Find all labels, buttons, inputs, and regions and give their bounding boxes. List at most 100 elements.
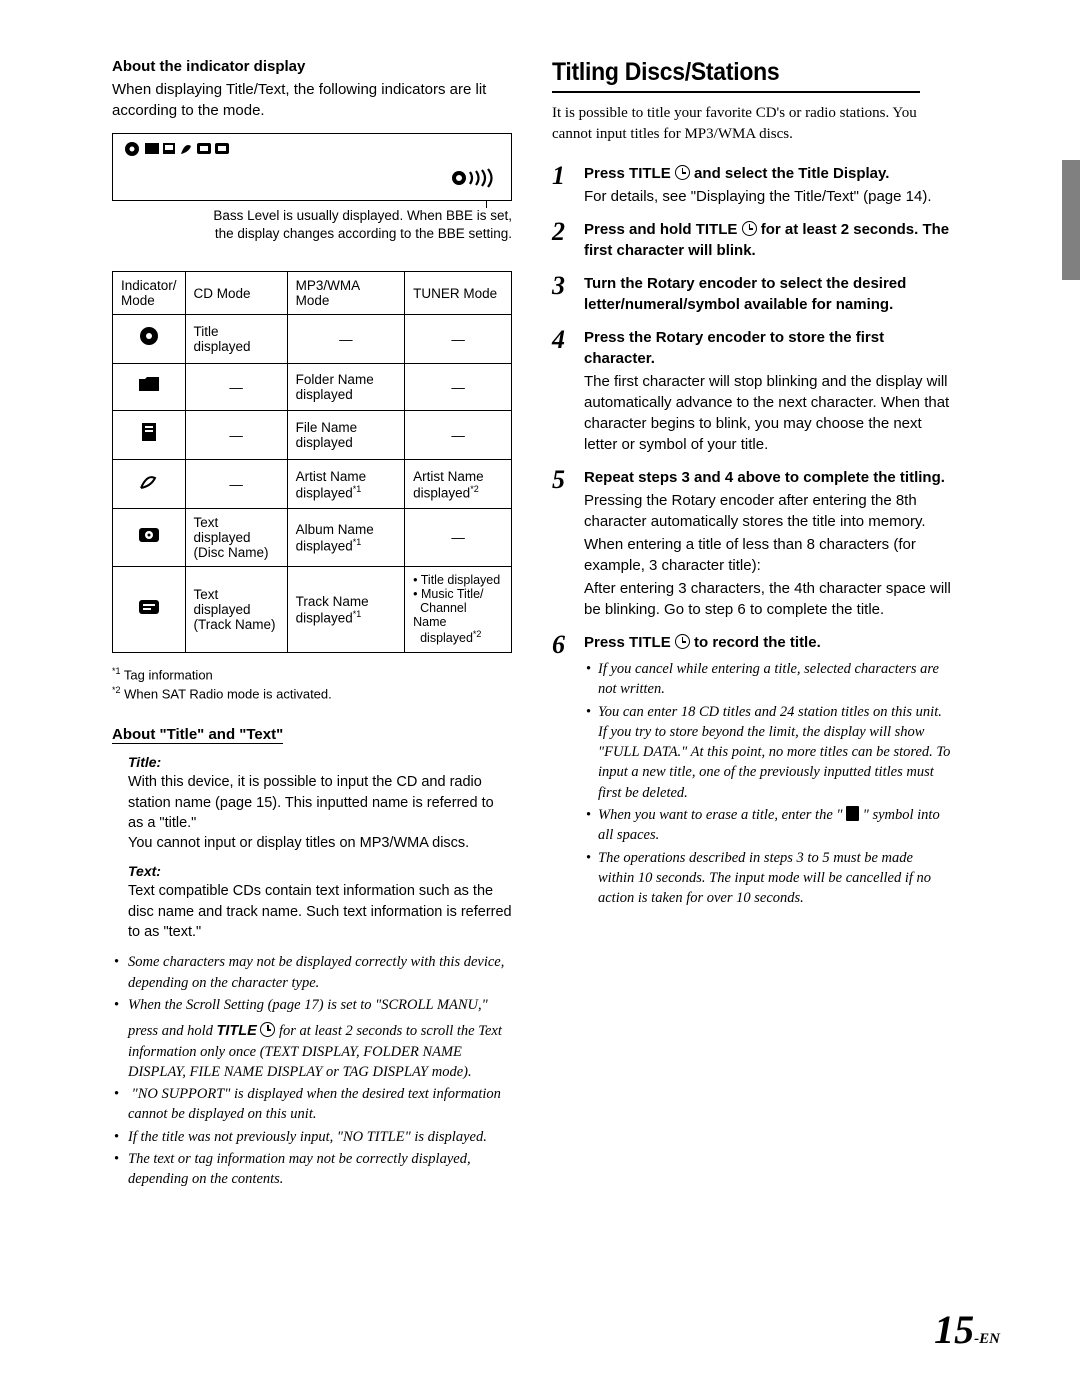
text-label: Text: [128,863,512,879]
cell: File Namedisplayed [287,411,404,460]
cell: — [405,364,512,411]
step6-notes: If you cancel while entering a title, se… [584,659,952,909]
s1c: and select the Title Display. [690,165,890,182]
cell: — [405,315,512,364]
heading-title-text: About "Title" and "Text" [112,726,283,744]
note-lead: When the Scroll Setting (page 17) is set… [128,997,488,1013]
cell: Title displayed [185,315,287,364]
section-intro: It is possible to title your favorite CD… [552,103,952,145]
step-6: 6 Press TITLE to record the title. If yo… [552,632,952,911]
cell: Text displayed(Disc Name) [185,509,287,567]
step-number: 4 [552,327,574,455]
s2a: Press and hold [584,221,696,238]
title-label: Title: [128,754,512,770]
list-item: Some characters may not be displayed cor… [126,952,512,993]
artist-icon [113,460,186,509]
table-row: — Folder Namedisplayed — [113,364,512,411]
title-definition: Title: With this device, it is possible … [112,754,512,853]
heading-indicator-display: About the indicator display [112,58,512,75]
table-row: Text displayed(Disc Name) Album Namedisp… [113,509,512,567]
page-num-suffix: -EN [974,1331,1000,1347]
display-caption: Bass Level is usually displayed. When BB… [112,207,512,243]
step-number: 5 [552,467,574,620]
s1b: TITLE [629,165,671,182]
s2b: TITLE [696,221,738,238]
fn2-sup: *2 [112,685,121,695]
th-indicator: Indicator/Mode [113,272,186,315]
list-item: The operations described in steps 3 to 5… [598,848,952,909]
s3b: Rotary encoder [647,275,757,292]
list-item: When the Scroll Setting (page 17) is set… [126,995,512,1082]
step-number: 2 [552,219,574,261]
step-4: 4 Press the Rotary encoder to store the … [552,327,952,455]
indicator-table: Indicator/Mode CD Mode MP3/WMA Mode TUNE… [112,271,512,652]
cell: — [287,315,404,364]
text-text: Text compatible CDs contain text informa… [128,881,512,942]
title-text: With this device, it is possible to inpu… [128,772,512,853]
th-cd: CD Mode [185,272,287,315]
step-3: 3 Turn the Rotary encoder to select the … [552,273,952,315]
erase-symbol-icon [846,806,859,821]
step-5: 5 Repeat steps 3 and 4 above to complete… [552,467,952,620]
list-item: If the title was not previously input, "… [126,1127,512,1147]
fn1-sup: *1 [112,666,121,676]
s6b: TITLE [629,634,671,651]
text-definition: Text: Text compatible CDs contain text i… [112,863,512,942]
step-number: 1 [552,163,574,207]
fn1: Tag information [121,667,213,682]
s4a: Press the [584,329,656,346]
cell: Album Namedisplayed*1 [287,509,404,567]
step-number: 3 [552,273,574,315]
list-item: You can enter 18 CD titles and 24 statio… [598,702,952,803]
page-number: 15-EN [934,1306,1000,1353]
step-2: 2 Press and hold TITLE for at least 2 se… [552,219,952,261]
caption-line1: Bass Level is usually displayed. When BB… [213,208,512,223]
file-icon [113,411,186,460]
clock-icon [675,165,690,180]
note3: "NO SUPPORT" is displayed when the desir… [128,1086,501,1122]
table-row: Text displayed(Track Name) Track Namedis… [113,567,512,652]
left-notes-list: Some characters may not be displayed cor… [112,952,512,1189]
cell: Track Namedisplayed*1 [287,567,404,652]
s4b: Rotary encoder [656,329,766,346]
s5-d3: After entering 3 characters, the 4th cha… [584,578,952,620]
right-column: Titling Discs/Stations It is possible to… [552,58,952,1192]
cell: Folder Namedisplayed [287,364,404,411]
table-row: — File Namedisplayed — [113,411,512,460]
cell: Text displayed(Track Name) [185,567,287,652]
bbe-icon [451,168,497,194]
row-icon [113,315,186,364]
display-panel [112,133,512,201]
display-icon-row [123,140,501,163]
cell: — [185,411,287,460]
s6c: to record the title. [690,634,821,651]
s4-detail: The first character will stop blinking a… [584,371,952,455]
th-mp3: MP3/WMA Mode [287,272,404,315]
folder-icon [113,364,186,411]
cell: Artist Namedisplayed*2 [405,460,512,509]
cell: — [405,411,512,460]
disc-icon [113,509,186,567]
s3a: Turn the [584,275,647,292]
track-icon [113,567,186,652]
section-title: Titling Discs/Stations [552,58,920,93]
left-column: About the indicator display When display… [112,58,512,1192]
step-1: 1 Press TITLE and select the Title Displ… [552,163,952,207]
s5-lead: Repeat steps 3 and 4 above to complete t… [584,469,945,486]
s1-detail: For details, see "Displaying the Title/T… [584,186,952,207]
cell: — [405,509,512,567]
s5-d1: Pressing the Rotary encoder after enteri… [584,490,952,532]
footnotes: *1 Tag information *2 When SAT Radio mod… [112,665,512,705]
s6a: Press [584,634,629,651]
cell: • Title displayed• Music Title/ Channel … [405,567,512,652]
list-item: The text or tag information may not be c… [126,1149,512,1190]
s5-d2: When entering a title of less than 8 cha… [584,534,952,576]
fn2: When SAT Radio mode is activated. [121,687,332,702]
page-content: About the indicator display When display… [0,0,1080,1192]
th-tuner: TUNER Mode [405,272,512,315]
cell: Artist Namedisplayed*1 [287,460,404,509]
step-number: 6 [552,632,574,911]
caption-line2: the display changes according to the BBE… [215,226,512,241]
intro-text: When displaying Title/Text, the followin… [112,79,512,121]
list-item: If you cancel while entering a title, se… [598,659,952,700]
